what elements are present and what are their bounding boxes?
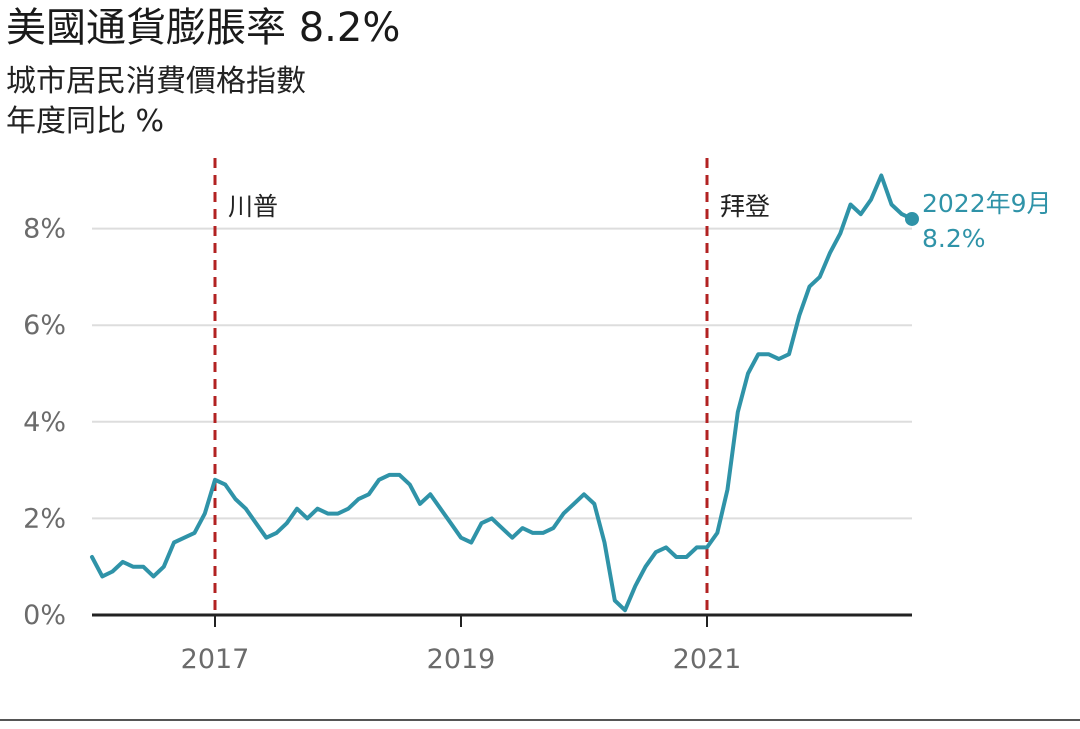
bottom-divider [0,719,1080,721]
chart-subtitle: 城市居民消費價格指數 年度同比 % [6,62,306,142]
end-label-date: 2022年9月 [922,189,1052,218]
y-tick-label: 6% [23,310,66,341]
event-label: 拜登 [720,192,770,221]
series-layer [90,173,919,613]
subtitle-line-2: 年度同比 % [6,104,165,139]
y-tick-label: 2% [23,503,66,534]
event-label: 川普 [228,192,278,221]
end-label-value: 8.2% [922,224,986,253]
end-point-marker [905,211,919,226]
subtitle-line-1: 城市居民消費價格指數 [6,64,306,99]
label-layer: 0% 2% 4% 6% 8% 川普 拜登 2017 2019 2021 2022年9月 8.2% [23,189,1051,675]
y-tick-label: 4% [23,407,66,438]
x-tick-label: 2021 [673,644,742,675]
x-tick-label: 2017 [181,644,250,675]
axis-layer [92,613,912,627]
x-tick-label: 2019 [427,644,496,675]
inflation-series-line [90,173,914,613]
chart-title: 美國通貨膨脹率 8.2% [6,5,401,51]
event-layer [213,158,709,615]
y-tick-label: 0% [23,600,66,631]
y-tick-label: 8% [23,214,66,245]
grid-layer [92,227,912,520]
